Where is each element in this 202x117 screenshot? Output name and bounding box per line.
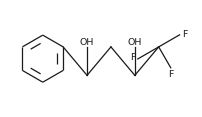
Text: F: F [130, 53, 136, 62]
Text: F: F [168, 70, 174, 79]
Text: OH: OH [128, 38, 142, 48]
Text: F: F [182, 30, 187, 39]
Text: OH: OH [80, 38, 94, 48]
